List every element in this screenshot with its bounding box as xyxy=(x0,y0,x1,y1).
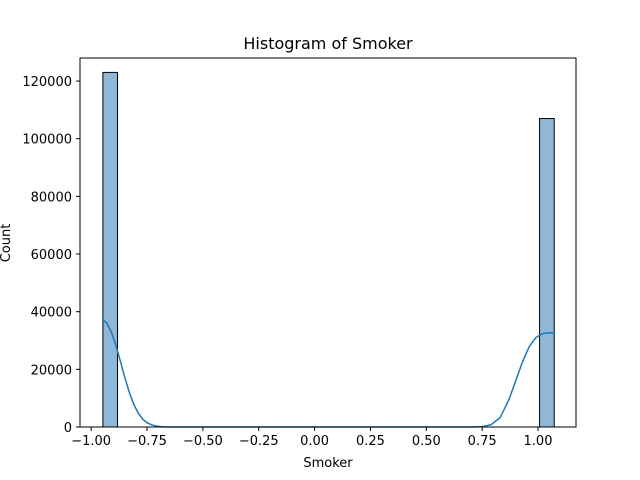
x-axis-ticks: −1.00 −0.75 −0.50 −0.25 0.00 0.25 0.50 0.75 1.00 xyxy=(71,427,552,449)
histogram-bar xyxy=(539,118,555,428)
y-tick-label: 20000 xyxy=(31,363,72,378)
x-tick-label: 1.00 xyxy=(524,434,553,449)
y-axis-label: Count xyxy=(0,224,14,263)
y-tick-label: 60000 xyxy=(31,248,72,263)
x-tick-label: 0.50 xyxy=(412,434,441,449)
chart-title: Histogram of Smoker xyxy=(243,34,413,53)
y-axis-ticks: 0 20000 40000 60000 80000 100000 120000 xyxy=(22,75,80,436)
x-tick-label: 0.00 xyxy=(300,434,329,449)
y-tick-label: 80000 xyxy=(31,190,72,205)
x-tick-label: −0.50 xyxy=(183,434,223,449)
histogram-bar xyxy=(102,71,119,428)
x-tick-label: 0.75 xyxy=(468,434,497,449)
x-tick-label: 0.25 xyxy=(356,434,385,449)
x-tick-label: −1.00 xyxy=(71,434,111,449)
y-tick-label: 0 xyxy=(64,421,72,436)
x-axis-label: Smoker xyxy=(303,456,353,471)
plot-frame xyxy=(79,57,577,428)
y-tick-label: 40000 xyxy=(31,306,72,321)
kde-curve xyxy=(101,318,555,428)
histogram-bars xyxy=(102,71,555,428)
x-tick-label: −0.75 xyxy=(127,434,167,449)
y-tick-label: 100000 xyxy=(22,133,72,148)
y-tick-label: 120000 xyxy=(22,75,72,90)
x-tick-label: −0.25 xyxy=(239,434,279,449)
